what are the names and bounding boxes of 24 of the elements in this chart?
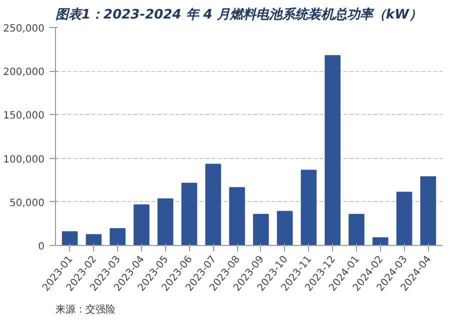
y-tick-label: 0	[38, 242, 45, 252]
source-note: 来源：交强险	[56, 304, 116, 316]
y-tick-label: 250,000	[3, 24, 45, 34]
bar	[62, 231, 78, 246]
bar	[372, 237, 388, 246]
bar	[205, 164, 222, 246]
bar	[86, 234, 102, 246]
bar	[300, 170, 317, 246]
y-tick-label: 200,000	[3, 67, 45, 78]
bar	[229, 187, 245, 246]
y-tick-label: 150,000	[3, 110, 45, 122]
chart-title: 图表1：2023-2024 年 4 月燃料电池系统装机总功率（kW）	[56, 6, 422, 22]
bar	[396, 192, 412, 246]
bar	[181, 182, 198, 246]
bar	[134, 204, 150, 246]
y-tick-label: 100,000	[3, 154, 45, 166]
bar	[157, 198, 174, 246]
bar	[420, 176, 436, 246]
bar	[276, 210, 293, 246]
bar	[348, 214, 364, 246]
y-tick-label: 50,000	[10, 198, 45, 209]
bar	[253, 214, 269, 246]
bar	[324, 55, 341, 246]
bar	[110, 228, 126, 246]
